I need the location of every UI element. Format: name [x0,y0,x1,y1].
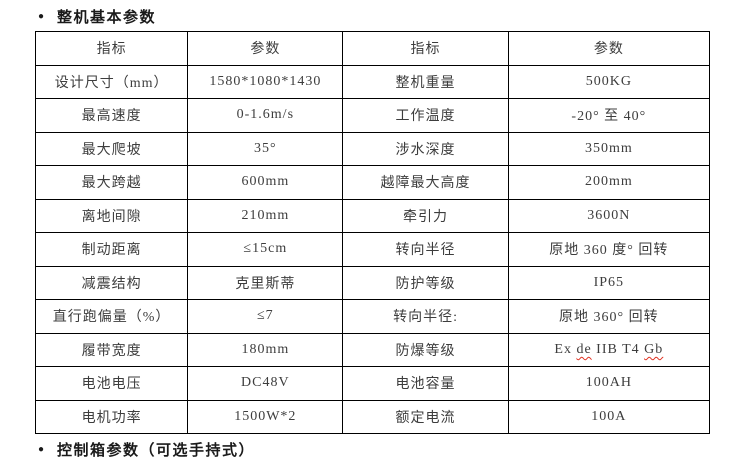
indicator-cell: 最高速度 [34,98,189,133]
table-header-cell: 参数 [187,31,344,66]
misspelled-word: Gb [644,341,664,357]
section-title-text: 整机基本参数 [57,10,157,26]
value-cell: 1500W*2 [187,399,344,434]
table-body: 设计尺寸（mm） 1580*1080*1430 整机重量 500KG 最高速度 0-1.6… [34,64,711,434]
indicator-cell: 额定电流 [342,399,509,434]
table-row: 最大爬坡 35° 涉水深度 350mm [34,131,711,166]
section-title-text: 控制箱参数（可选手持式） [57,443,256,459]
indicator-cell: 电池容量 [342,366,509,401]
value-cell: 克里斯蒂 [187,265,344,300]
bullet-icon: ● [38,11,45,22]
table-row: 直行跑偏量（%） ≤7 转向半径: 原地 360° 回转 [34,299,711,334]
value-cell: Ex de IIB T4 Gb [507,332,711,367]
value-cell: 0-1.6m/s [187,98,344,133]
misspelled-word: de [576,341,592,357]
table-header-row: 指标 参数 指标 参数 [34,31,711,66]
value-cell: 210mm [187,198,344,233]
indicator-cell: 最大爬坡 [34,131,189,166]
table-row: 设计尺寸（mm） 1580*1080*1430 整机重量 500KG [34,64,711,99]
table-row: 电机功率 1500W*2 额定电流 100A [34,399,711,434]
indicator-cell: 牵引力 [342,198,509,233]
value-cell: IP65 [507,265,711,300]
table-row: 减震结构 克里斯蒂 防护等级 IP65 [34,265,711,300]
value-cell: 3600N [507,198,711,233]
value-cell: ≤15cm [187,232,344,267]
value-cell: ≤7 [187,299,344,334]
value-cell: 180mm [187,332,344,367]
indicator-cell: 越障最大高度 [342,165,509,200]
table-header-cell: 指标 [342,31,509,66]
value-cell: 1580*1080*1430 [187,64,344,99]
table-row: 离地间隙 210mm 牵引力 3600N [34,198,711,233]
indicator-cell: 电机功率 [34,399,189,434]
indicator-cell: 电池电压 [34,366,189,401]
indicator-cell: 履带宽度 [34,332,189,367]
value-cell: -20° 至 40° [507,98,711,133]
indicator-cell: 设计尺寸（mm） [34,64,189,99]
indicator-cell: 减震结构 [34,265,189,300]
value-cell: 200mm [507,165,711,200]
indicator-cell: 防护等级 [342,265,509,300]
table-row: 电池电压 DC48V 电池容量 100AH [34,366,711,401]
value-cell: 600mm [187,165,344,200]
value-cell: 35° [187,131,344,166]
section-title-control-box-params: ● 控制箱参数（可选手持式） [38,439,255,460]
table-row: 最大跨越 600mm 越障最大高度 200mm [34,165,711,200]
indicator-cell: 整机重量 [342,64,509,99]
indicator-cell: 涉水深度 [342,131,509,166]
value-cell: 原地 360 度° 回转 [507,232,711,267]
indicator-cell: 直行跑偏量（%） [34,299,189,334]
table-head: 指标 参数 指标 参数 [34,31,711,66]
table-header-cell: 指标 [34,31,189,66]
indicator-cell: 转向半径: [342,299,509,334]
table-row: 履带宽度 180mm 防爆等级 Ex de IIB T4 Gb [34,332,711,367]
section-title-machine-params: ● 整机基本参数 [38,6,156,27]
value-cell: 350mm [507,131,711,166]
indicator-cell: 制动距离 [34,232,189,267]
value-cell: 100A [507,399,711,434]
indicator-cell: 转向半径 [342,232,509,267]
indicator-cell: 工作温度 [342,98,509,133]
machine-params-table: 指标 参数 指标 参数 设计尺寸（mm） 1580*1080*1430 整机重量 500KG… [34,31,711,434]
indicator-cell: 最大跨越 [34,165,189,200]
value-cell: 500KG [507,64,711,99]
value-cell: 原地 360° 回转 [507,299,711,334]
table-header-cell: 参数 [507,31,711,66]
table-row: 制动距离 ≤15cm 转向半径 原地 360 度° 回转 [34,232,711,267]
value-cell: DC48V [187,366,344,401]
indicator-cell: 防爆等级 [342,332,509,367]
indicator-cell: 离地间隙 [34,198,189,233]
bullet-icon: ● [38,444,45,455]
value-cell: 100AH [507,366,711,401]
table-row: 最高速度 0-1.6m/s 工作温度 -20° 至 40° [34,98,711,133]
